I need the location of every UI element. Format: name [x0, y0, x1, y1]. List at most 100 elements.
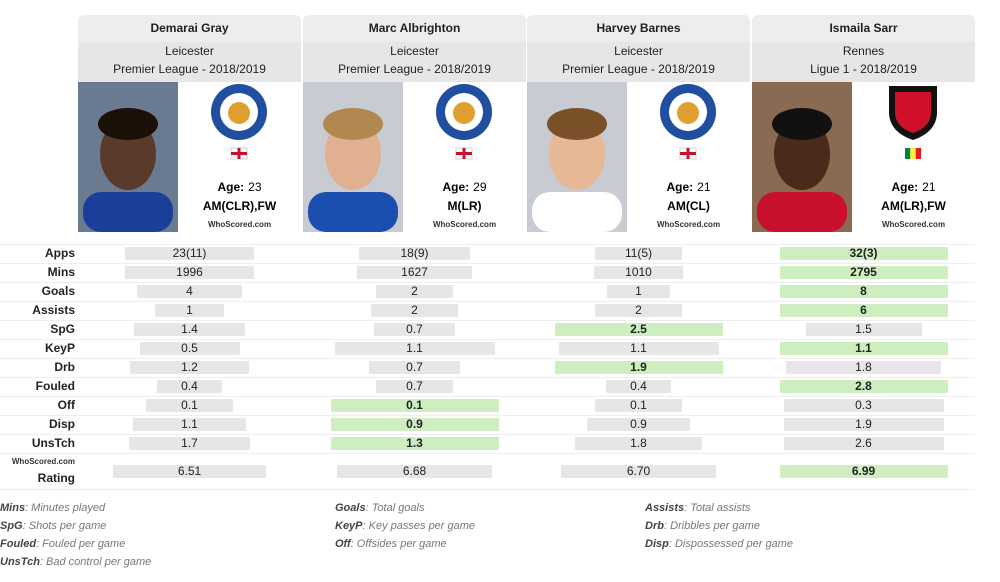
stat-value: 0.7	[406, 360, 423, 374]
stat-value: 1.5	[855, 322, 872, 336]
stat-cell: 2.8	[752, 377, 975, 396]
player-name: Demarai Gray	[78, 15, 301, 42]
player-position: AM(CLR),FW	[202, 199, 277, 213]
stat-cell: 1	[78, 301, 301, 320]
player-competition: Premier League - 2018/2019	[562, 62, 715, 76]
stat-cell: 1.4	[78, 320, 301, 339]
stat-cell: 1.8	[527, 434, 750, 453]
stat-cell: 1.7	[78, 434, 301, 453]
glossary-term: Off	[335, 538, 351, 550]
stat-cell: 2	[303, 301, 526, 320]
stat-value: 0.7	[406, 322, 423, 336]
bar	[783, 399, 944, 412]
bar	[133, 323, 246, 336]
glossary-entry: Off: Offsides per game	[335, 538, 447, 550]
bar	[783, 418, 944, 431]
bar	[334, 342, 495, 355]
stat-label: SpG	[50, 322, 75, 336]
stat-cell: 1.9	[527, 358, 750, 377]
player-column: Ismaila Sarr Rennes Ligue 1 - 2018/2019 Age…	[752, 15, 975, 232]
bar	[779, 380, 948, 393]
stat-value: 1.2	[181, 360, 198, 374]
bar	[132, 418, 247, 431]
age-value: 29	[473, 180, 487, 194]
bar	[330, 418, 499, 431]
stat-value: 0.3	[855, 398, 872, 412]
stat-cell: 0.5	[78, 339, 301, 358]
player-age: Age: 21	[627, 180, 750, 194]
stat-value: 0.1	[406, 398, 423, 412]
stat-cell: 23(11)	[78, 244, 301, 263]
bar	[779, 342, 948, 355]
age-value: 23	[248, 180, 262, 194]
stat-value: 1.9	[855, 417, 872, 431]
photo-art	[78, 82, 178, 232]
stat-value: 1.1	[855, 341, 872, 355]
stat-label: Goals	[41, 284, 75, 298]
stat-cell: 1.1	[527, 339, 750, 358]
stat-cell: 2	[303, 282, 526, 301]
rating-value: 6.68	[402, 463, 427, 478]
player-position: M(LR)	[447, 199, 482, 213]
crest-flag	[211, 84, 267, 160]
bar	[155, 304, 224, 317]
glossary-term: Goals	[335, 502, 366, 514]
stat-cell: 1.9	[752, 415, 975, 434]
stat-value: 2.8	[855, 379, 872, 393]
stat-value: 6	[860, 303, 867, 317]
player-position: AM(LR),FW	[881, 199, 946, 213]
stat-cell: 6	[752, 301, 975, 320]
stat-cell: 0.4	[527, 377, 750, 396]
bar	[374, 323, 455, 336]
crest-flag	[889, 86, 937, 159]
stat-value: 1.7	[181, 436, 198, 450]
bar	[595, 304, 682, 317]
bar	[371, 304, 458, 317]
bar	[779, 464, 948, 478]
player-photo	[303, 82, 403, 232]
glossary-term: UnsTch	[0, 556, 40, 568]
stat-cell: 1.1	[752, 339, 975, 358]
stat-value: 1.1	[406, 341, 423, 355]
player-competition: Ligue 1 - 2018/2019	[810, 62, 917, 76]
bar	[125, 266, 254, 279]
stat-cell: 0.7	[303, 320, 526, 339]
rating-value: 6.99	[851, 463, 876, 478]
bar	[554, 361, 723, 374]
row-separator	[0, 489, 975, 491]
stat-cell: 32(3)	[752, 244, 975, 263]
bar	[783, 437, 944, 450]
glossary-definition: : Shots per game	[22, 520, 107, 532]
stat-cell: 0.1	[527, 396, 750, 415]
stat-value: 0.9	[406, 417, 423, 431]
bar	[779, 304, 948, 317]
player-photo	[78, 82, 178, 232]
player-card: Age: 23 AM(CLR),FW WhoScored.com	[78, 82, 301, 232]
row-separator	[0, 434, 975, 454]
age-value: 21	[697, 180, 711, 194]
stat-label: Off	[57, 398, 75, 412]
row-separator	[0, 415, 975, 435]
stat-label: Apps	[45, 246, 75, 260]
row-separator	[0, 339, 975, 359]
stat-value: 0.5	[181, 341, 198, 355]
glossary-entry: SpG: Shots per game	[0, 520, 106, 532]
player-age: Age: 21	[852, 180, 975, 194]
player-position: AM(CL)	[667, 199, 710, 213]
bar	[330, 437, 499, 450]
bar	[128, 437, 251, 450]
stat-value: 1627	[401, 265, 428, 279]
row-separator	[0, 263, 975, 283]
bar	[558, 342, 719, 355]
glossary-term: Mins	[0, 502, 26, 514]
stat-value: 1.8	[855, 360, 872, 374]
glossary-definition: : Offsides per game	[350, 538, 447, 550]
player-column: Demarai Gray Leicester Premier League - 20…	[78, 15, 301, 232]
bar	[124, 247, 255, 260]
rating-label: Rating	[37, 471, 75, 485]
age-label: Age:	[666, 180, 694, 194]
glossary-term: Assists	[645, 502, 685, 514]
stat-label: KeyP	[44, 341, 75, 355]
stat-label: UnsTch	[31, 436, 75, 450]
